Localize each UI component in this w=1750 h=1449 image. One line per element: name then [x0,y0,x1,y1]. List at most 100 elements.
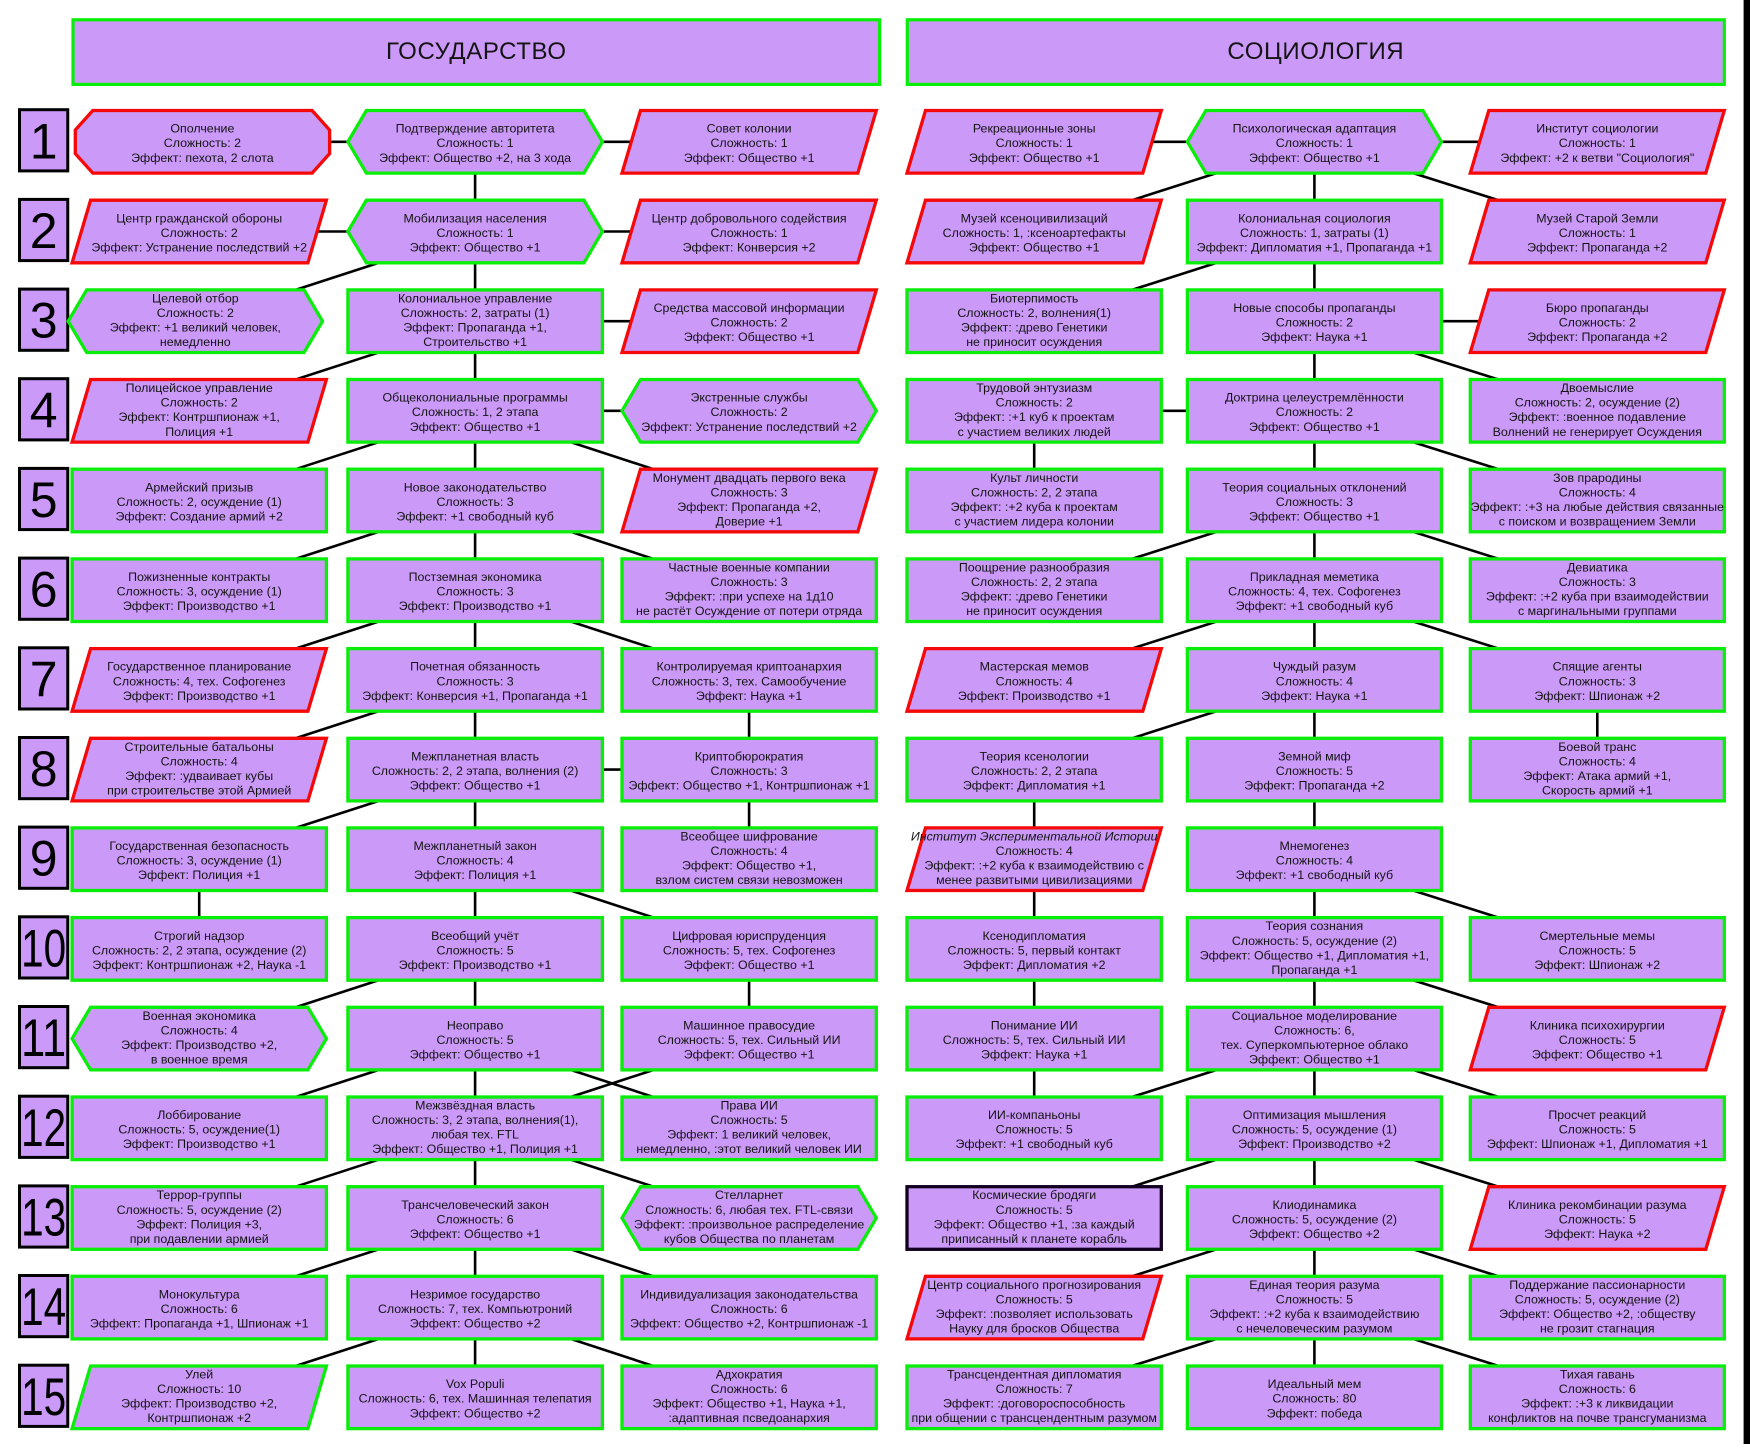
svg-text:с участием лидера колонии: с участием лидера колонии [954,514,1114,528]
svg-text:Сложность: 5, осуждение (2): Сложность: 5, осуждение (2) [117,1203,282,1217]
svg-text:Центр гражданской обороны: Центр гражданской обороны [116,211,282,225]
svg-text:Эффект: Контршпионаж +2, Наука: Эффект: Контршпионаж +2, Наука -1 [92,958,306,972]
svg-text:Эффект: :позволяет использоват: Эффект: :позволяет использовать [936,1307,1133,1321]
svg-text:Эффект: Пропаганда +1,: Эффект: Пропаганда +1, [403,321,547,335]
svg-text:Сложность: 6: Сложность: 6 [161,1302,238,1316]
svg-text:Эффект: Шпионаж +1, Дипломатия: Эффект: Шпионаж +1, Дипломатия +1 [1487,1137,1708,1151]
svg-text:Эффект: :произвольное распреде: Эффект: :произвольное распределение [634,1217,864,1231]
svg-text:13: 13 [21,1189,66,1248]
svg-text:Полиция +1: Полиция +1 [165,425,233,439]
svg-text:Эффект: :древо Генетики: Эффект: :древо Генетики [961,321,1108,335]
svg-text:Эффект: Общество +1: Эффект: Общество +1 [1249,151,1380,165]
svg-text:Сложность: 4: Сложность: 4 [161,1023,238,1037]
svg-text:Пропаганда +1: Пропаганда +1 [1271,963,1357,977]
svg-text:Ополчение: Ополчение [170,122,234,136]
svg-text:Сложность: 4: Сложность: 4 [1276,854,1353,868]
svg-text:Эффект: Наука +1: Эффект: Наука +1 [696,689,802,703]
svg-text:Доверие +1: Доверие +1 [716,514,783,528]
svg-text:Эффект: :+2 куба к проектам: Эффект: :+2 куба к проектам [951,500,1118,514]
svg-text:Эффект: Наука +2: Эффект: Наука +2 [1544,1227,1650,1241]
svg-text:Эффект: Общество +1: Эффект: Общество +1 [969,151,1100,165]
svg-text:Эффект: Общество +2, на 3 хода: Эффект: Общество +2, на 3 хода [379,151,571,165]
svg-text:Эффект: Шпионаж +2: Эффект: Шпионаж +2 [1534,958,1660,972]
svg-text:Эффект: Атака армий +1,: Эффект: Атака армий +1, [1523,769,1671,783]
svg-text:Сложность: 3: Сложность: 3 [1559,674,1636,688]
svg-text:при строительстве этой Армией: при строительстве этой Армией [107,783,291,797]
svg-text:Сложность: 3, тех. Самообучени: Сложность: 3, тех. Самообучение [652,674,847,688]
svg-text:Доктрина целеустремлённости: Доктрина целеустремлённости [1225,391,1404,405]
svg-text:Эффект: Общество +1, Полиция +: Эффект: Общество +1, Полиция +1 [372,1142,578,1156]
svg-text:Сложность: 3: Сложность: 3 [436,674,513,688]
svg-text:Сложность: 5: Сложность: 5 [1276,1292,1353,1306]
svg-text:Сложность: 5: Сложность: 5 [1559,1123,1636,1137]
svg-text:Поощрение разнообразия: Поощрение разнообразия [959,560,1110,574]
svg-text:Эффект: :+2 куба при взаимодей: Эффект: :+2 куба при взаимодействии [1486,590,1709,604]
svg-text:Эффект: +1 свободный куб: Эффект: +1 свободный куб [1236,599,1393,613]
svg-text:не приносит осуждения: не приносит осуждения [966,604,1102,618]
svg-text:15: 15 [21,1368,66,1427]
svg-text:Психологическая адаптация: Психологическая адаптация [1233,122,1397,136]
svg-text:11: 11 [21,1009,66,1068]
svg-text:Монокультура: Монокультура [159,1287,240,1301]
svg-text:Эффект: Пропаганда +1, Шпионаж: Эффект: Пропаганда +1, Шпионаж +1 [90,1317,309,1331]
svg-text:Эффект: Общество +1,: Эффект: Общество +1, [682,859,816,873]
svg-text:Теория сознания: Теория сознания [1266,919,1364,933]
svg-text:1: 1 [30,113,58,169]
svg-text:Институт Экспериментальной Ист: Институт Экспериментальной Истории [911,830,1158,844]
svg-text:Эффект: Производство +1: Эффект: Производство +1 [123,1137,276,1151]
svg-text:Целевой отбор: Целевой отбор [152,291,239,305]
svg-text:Сложность: 4: Сложность: 4 [996,674,1073,688]
svg-text::адаптивная псведоанархия: :адаптивная псведоанархия [668,1411,830,1425]
svg-text:Спящие агенты: Спящие агенты [1553,660,1642,674]
svg-text:Новые способы пропаганды: Новые способы пропаганды [1233,301,1395,315]
svg-text:Эффект: Общество +2: Эффект: Общество +2 [410,1317,541,1331]
svg-text:Эффект: Общество +1: Эффект: Общество +1 [1532,1048,1663,1062]
svg-text:приписанный к планете корабль: приписанный к планете корабль [941,1232,1127,1246]
svg-text:Постземная экономика: Постземная экономика [409,570,542,584]
svg-text:Эффект: Производство +1: Эффект: Производство +1 [958,689,1111,703]
svg-text:Эффект: Общество +1, :за кажды: Эффект: Общество +1, :за каждый [934,1217,1135,1231]
svg-text:Мобилизация населения: Мобилизация населения [403,211,546,225]
svg-text:Эффект: Конверсия +2: Эффект: Конверсия +2 [683,240,816,254]
svg-text:Клиника психохирургии: Клиника психохирургии [1530,1018,1665,1032]
svg-text:Эффект: +2 к ветви "Социология: Эффект: +2 к ветви "Социология" [1500,151,1694,165]
svg-text:Центр добровольного содействия: Центр добровольного содействия [652,211,847,225]
svg-text:Эффект: Общество +1: Эффект: Общество +1 [410,240,541,254]
svg-text:Террор-группы: Террор-группы [157,1188,242,1202]
svg-text:Институт социологии: Институт социологии [1536,122,1658,136]
svg-text:при подавлении армией: при подавлении армией [130,1232,269,1246]
svg-text:ИИ-компаньоны: ИИ-компаньоны [988,1108,1081,1122]
svg-text:Всеобщий учёт: Всеобщий учёт [431,929,519,943]
svg-text:Биотерпимость: Биотерпимость [990,291,1078,305]
svg-text:ГОСУДАРСТВО: ГОСУДАРСТВО [386,38,567,65]
svg-text:Сложность: 1: Сложность: 1 [996,136,1073,150]
svg-text:12: 12 [21,1099,66,1158]
svg-text:Просчет реакций: Просчет реакций [1548,1108,1646,1122]
svg-text:Сложность: 4: Сложность: 4 [1276,674,1353,688]
svg-text:Эффект: Общество +2: Эффект: Общество +2 [1249,1227,1380,1241]
svg-text:любая тех. FTL: любая тех. FTL [431,1128,519,1142]
svg-text:Эффект: Полиция +1: Эффект: Полиция +1 [138,868,260,882]
svg-text:Военная экономика: Военная экономика [143,1009,256,1023]
svg-text:Незримое государство: Незримое государство [410,1287,540,1301]
svg-text:Эффект: Контршпионаж +1,: Эффект: Контршпионаж +1, [119,410,280,424]
svg-text:Науку для бросков Общества: Науку для бросков Общества [949,1322,1119,1336]
svg-text:Эффект: пехота, 2 слота: Эффект: пехота, 2 слота [131,151,274,165]
svg-text:Сложность: 4: Сложность: 4 [1559,754,1636,768]
svg-text:Адхократия: Адхократия [716,1368,783,1382]
svg-text:Сложность: 7, тех. Компьютрони: Сложность: 7, тех. Компьютроний [378,1302,572,1316]
svg-text:Бюро пропаганды: Бюро пропаганды [1546,301,1649,315]
svg-text:Эффект: Пропаганда +2,: Эффект: Пропаганда +2, [677,500,821,514]
svg-text:Монумент двадцать первого века: Монумент двадцать первого века [653,471,846,485]
svg-text:Сложность: 2: Сложность: 2 [161,396,238,410]
svg-text:Сложность: 1: Сложность: 1 [710,136,787,150]
svg-text:Эффект: Устранение последствий: Эффект: Устранение последствий +2 [91,240,307,254]
svg-text:Эффект: Общество +1: Эффект: Общество +1 [410,1048,541,1062]
svg-text:Эффект: +1 свободный куб: Эффект: +1 свободный куб [1236,868,1393,882]
svg-text:Сложность: 1, затраты (1): Сложность: 1, затраты (1) [1240,226,1389,240]
svg-text:Сложность: 2: Сложность: 2 [164,136,241,150]
svg-text:Эффект: :+3 к ликвидации: Эффект: :+3 к ликвидации [1521,1397,1673,1411]
svg-text:Сложность: 1: Сложность: 1 [436,136,513,150]
svg-text:Эффект: :+1 куб к проектам: Эффект: :+1 куб к проектам [954,410,1115,424]
svg-text:Эффект: Производство +1: Эффект: Производство +1 [123,599,276,613]
